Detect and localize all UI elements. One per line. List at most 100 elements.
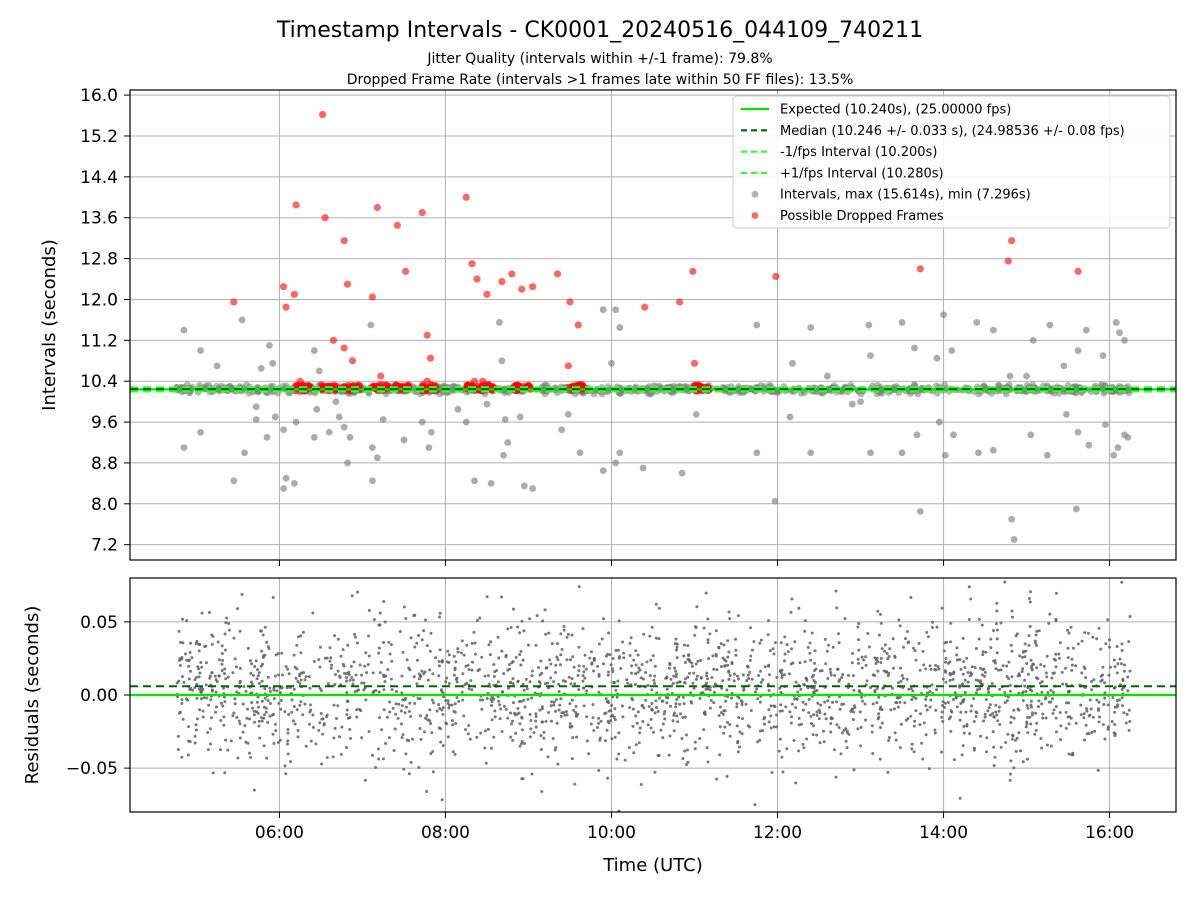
residual-point (835, 700, 839, 704)
residual-point (547, 631, 551, 635)
residual-point (214, 678, 218, 682)
residual-point (530, 674, 534, 678)
residual-point (465, 681, 469, 685)
interval-point (310, 347, 318, 354)
residual-point (195, 696, 199, 700)
residual-point (970, 665, 974, 669)
residual-point (782, 673, 786, 677)
interval-point (975, 449, 982, 457)
residual-point (875, 686, 879, 690)
residual-point (210, 716, 214, 720)
dropped-frame-point (564, 362, 572, 370)
residual-point (811, 733, 815, 737)
residual-point (187, 677, 191, 681)
residual-point (773, 641, 777, 645)
residual-point (880, 647, 884, 651)
residual-point (1025, 703, 1029, 707)
interval-point (1102, 421, 1109, 429)
residual-point (781, 770, 785, 774)
residual-point (273, 674, 277, 678)
residual-point (429, 722, 433, 726)
residual-point (981, 653, 985, 657)
residual-point (812, 679, 816, 683)
residual-point (755, 687, 759, 691)
residual-point (663, 717, 667, 721)
residual-point (1052, 708, 1056, 712)
residual-point (752, 640, 756, 644)
residual-point (268, 702, 272, 706)
residual-point (450, 703, 454, 707)
residual-point (1051, 671, 1055, 675)
residual-point (1044, 716, 1048, 720)
residual-point (695, 605, 699, 609)
residual-point (887, 654, 891, 658)
residual-point (296, 635, 300, 639)
residual-point (519, 699, 523, 703)
residual-point (597, 716, 601, 720)
residual-point (984, 650, 988, 654)
residual-point (638, 668, 642, 672)
residual-point (947, 717, 951, 721)
residual-point (571, 736, 575, 740)
residual-point (1014, 738, 1018, 742)
residual-point (223, 672, 227, 676)
residual-point (818, 741, 822, 745)
residual-point (516, 706, 520, 710)
residual-point (194, 675, 198, 679)
intervals-y-tick-label: 11.2 (80, 331, 118, 351)
residual-point (717, 714, 721, 718)
residual-point (261, 656, 265, 660)
residual-point (1118, 657, 1122, 661)
residual-point (749, 626, 753, 630)
residual-point (631, 707, 635, 711)
residual-point (425, 789, 429, 793)
residual-point (577, 645, 581, 649)
residual-point (1128, 669, 1132, 673)
residual-point (1121, 678, 1125, 682)
residual-point (619, 666, 623, 670)
residual-point (511, 677, 515, 681)
residual-point (1113, 710, 1117, 714)
residual-point (1125, 712, 1129, 716)
residual-point (247, 717, 251, 721)
residual-point (438, 707, 442, 711)
residual-point (200, 665, 204, 669)
residual-point (1082, 716, 1086, 720)
residual-point (263, 687, 267, 691)
residual-point (296, 679, 300, 683)
residual-point (935, 625, 939, 629)
interval-point (529, 485, 537, 492)
residual-point (420, 669, 424, 673)
residual-point (453, 752, 457, 756)
residual-point (998, 687, 1002, 691)
residual-point (770, 771, 774, 775)
residual-point (988, 713, 992, 717)
residual-point (217, 658, 221, 662)
residual-point (370, 753, 374, 757)
residual-point (636, 670, 640, 674)
residual-point (863, 702, 867, 706)
residual-point (1023, 684, 1027, 688)
residual-point (852, 688, 856, 692)
interval-point (213, 362, 221, 370)
residual-point (318, 686, 322, 690)
residual-point (177, 629, 181, 633)
residual-point (1028, 688, 1032, 692)
residual-point (807, 711, 811, 715)
residual-point (922, 663, 926, 667)
residual-point (416, 696, 420, 700)
residual-point (636, 653, 640, 657)
residual-point (830, 700, 834, 704)
residual-point (719, 705, 723, 709)
residual-point (607, 721, 611, 725)
residual-point (246, 646, 250, 650)
residual-point (665, 687, 669, 691)
residual-point (657, 606, 661, 610)
residual-point (910, 698, 914, 702)
residual-point (523, 705, 527, 709)
residual-point (238, 666, 242, 670)
residual-point (895, 696, 899, 700)
residual-point (446, 699, 450, 703)
residual-point (360, 681, 364, 685)
residual-point (790, 715, 794, 719)
